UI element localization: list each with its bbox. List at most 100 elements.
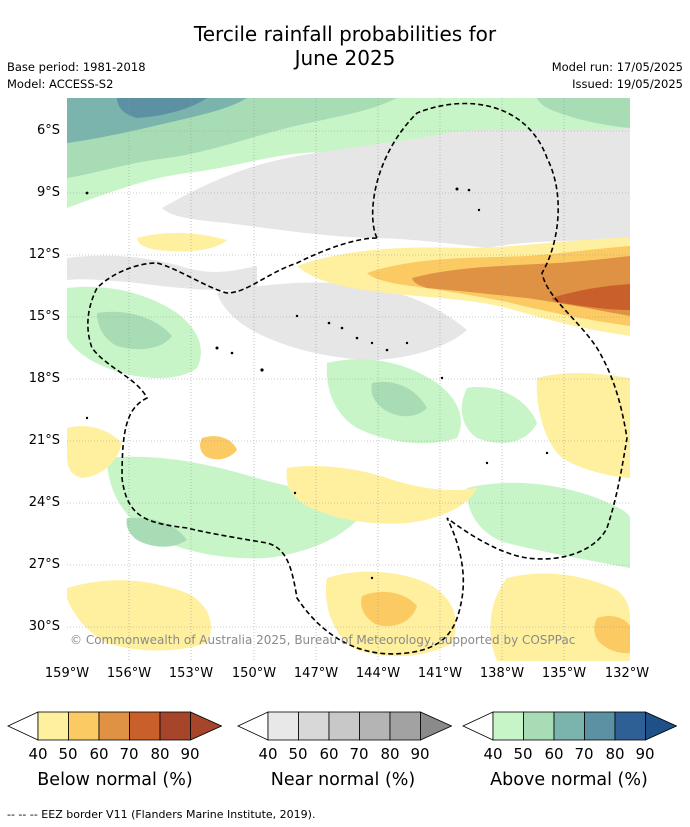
island-marker xyxy=(477,208,481,212)
colorbar-max-arrow xyxy=(645,711,677,741)
colorbar-below-normal-graphic xyxy=(7,711,222,741)
colorbar-segment xyxy=(267,711,299,741)
lon-label: 132°W xyxy=(604,666,650,681)
island-marker xyxy=(370,576,374,580)
copyright-notice: © Commonwealth of Australia 2025, Bureau… xyxy=(70,633,576,647)
below-normal-west-patch xyxy=(137,232,227,252)
island-marker xyxy=(293,491,297,495)
tick-label: 90 xyxy=(180,745,200,763)
below-normal-band-70 xyxy=(552,284,630,310)
tick-label: 90 xyxy=(410,745,430,763)
model-name: Model: ACCESS-S2 xyxy=(7,77,114,91)
colorbar-min-arrow xyxy=(462,711,494,741)
lat-label: 27°S xyxy=(28,557,60,572)
tick-label: 60 xyxy=(89,745,109,763)
colorbar-segment xyxy=(553,711,585,741)
colorbar-segment xyxy=(614,711,646,741)
below-normal-southwest-patch xyxy=(67,426,122,478)
island-marker xyxy=(385,348,389,352)
colorbar-segment xyxy=(298,711,330,741)
island-marker xyxy=(455,187,459,191)
probability-map xyxy=(67,98,630,661)
island-marker xyxy=(405,341,409,345)
tick-label: 80 xyxy=(150,745,170,763)
colorbar-min-arrow xyxy=(237,711,269,741)
colorbar-near-normal xyxy=(237,711,452,741)
above-normal-west-patch-60 xyxy=(97,311,172,350)
near-normal-central-region xyxy=(217,282,467,360)
colorbar-segment xyxy=(328,711,360,741)
below-normal-south-patch-50 xyxy=(361,591,417,627)
lat-label: 6°S xyxy=(36,123,60,138)
lon-label: 150°W xyxy=(231,666,277,681)
colorbar-above-normal xyxy=(462,711,677,741)
colorbar-segment xyxy=(37,711,69,741)
colorbar-segment xyxy=(584,711,616,741)
near-normal-label: Near normal (%) xyxy=(270,770,416,790)
colorbar-above-normal-graphic xyxy=(462,711,677,741)
island-marker xyxy=(467,188,471,192)
tick-label: 40 xyxy=(258,745,278,763)
above-normal-north-70 xyxy=(67,98,247,143)
lat-label: 9°S xyxy=(36,185,60,200)
graticule xyxy=(67,98,630,661)
island-marker xyxy=(485,461,489,465)
lat-label: 21°S xyxy=(28,433,60,448)
island-marker xyxy=(545,451,549,455)
island-marker xyxy=(85,191,89,195)
model-run: Model run: 17/05/2025 xyxy=(551,60,683,74)
island-marker xyxy=(260,368,264,372)
island-marker xyxy=(370,341,374,345)
tick-label: 70 xyxy=(349,745,369,763)
above-normal-se-band xyxy=(466,482,630,568)
colorbar-segment xyxy=(129,711,161,741)
above-normal-north-80 xyxy=(117,98,207,118)
island-marker xyxy=(327,321,331,325)
lat-label: 18°S xyxy=(28,371,60,386)
below-normal-east-patch xyxy=(536,373,630,478)
colorbar-max-arrow xyxy=(190,711,222,741)
tick-label: 40 xyxy=(28,745,48,763)
tick-label: 80 xyxy=(380,745,400,763)
right-metadata: Model run: 17/05/2025 Issued: 19/05/2025 xyxy=(552,59,683,93)
lon-label: 135°W xyxy=(541,666,587,681)
eez-border xyxy=(87,102,628,655)
lon-label: 159°W xyxy=(44,666,90,681)
island-marker xyxy=(230,351,234,355)
left-metadata: Base period: 1981-2018 Model: ACCESS-S2 xyxy=(7,59,146,93)
island-marker xyxy=(215,346,219,350)
lon-label: 156°W xyxy=(106,666,152,681)
below-normal-central-south xyxy=(286,466,477,524)
lat-label: 30°S xyxy=(28,619,60,634)
colorbar-max-arrow xyxy=(420,711,452,741)
above-normal-central-patch-60 xyxy=(371,381,427,417)
above-normal-ne-patch xyxy=(537,98,630,128)
above-normal-east-patch xyxy=(461,387,537,443)
tick-label: 50 xyxy=(58,745,78,763)
colorbar-segment xyxy=(159,711,191,741)
chart-title: Tercile rainfall probabilities for June … xyxy=(0,22,690,70)
above-normal-label: Above normal (%) xyxy=(490,770,648,790)
tick-label: 50 xyxy=(513,745,533,763)
tick-label: 60 xyxy=(319,745,339,763)
lon-label: 144°W xyxy=(355,666,401,681)
colorbar-segment xyxy=(359,711,391,741)
tick-label: 70 xyxy=(574,745,594,763)
island-marker xyxy=(355,336,359,340)
lat-label: 12°S xyxy=(28,247,60,262)
title-line-2: June 2025 xyxy=(294,46,396,70)
island-marker xyxy=(340,326,344,330)
above-normal-south-band-60 xyxy=(126,517,187,547)
colorbar-segment xyxy=(492,711,524,741)
near-normal-west-region xyxy=(67,255,257,291)
tick-label: 50 xyxy=(288,745,308,763)
lon-label: 153°W xyxy=(168,666,214,681)
below-normal-southwest-patch-50 xyxy=(200,436,237,460)
island-marker xyxy=(440,376,444,380)
lat-label: 24°S xyxy=(28,495,60,510)
lon-label: 141°W xyxy=(417,666,463,681)
tick-label: 70 xyxy=(119,745,139,763)
colorbar-near-normal-graphic xyxy=(237,711,452,741)
issued-date: Issued: 19/05/2025 xyxy=(572,77,683,91)
lon-label: 147°W xyxy=(293,666,339,681)
